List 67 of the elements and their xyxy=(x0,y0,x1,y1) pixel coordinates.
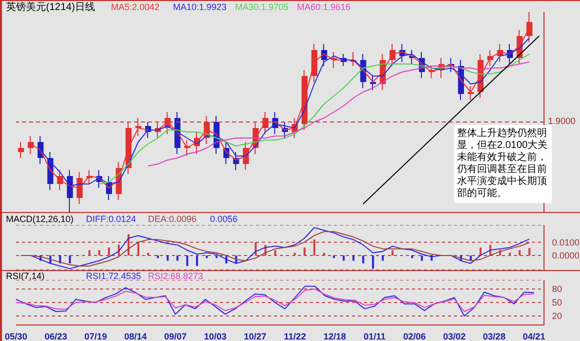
y-tick-label: 50 xyxy=(552,298,562,308)
bar xyxy=(342,255,345,261)
bar xyxy=(88,250,90,256)
bar xyxy=(206,255,208,258)
bar xyxy=(323,252,326,256)
bar xyxy=(196,255,198,266)
x-tick-label: 03/02 xyxy=(443,331,466,341)
x-tick-label: 06/23 xyxy=(44,331,68,341)
y-tick-label: 80 xyxy=(552,284,562,294)
bar xyxy=(480,248,482,256)
chart-title: MACD(12,26,10) xyxy=(6,214,75,224)
bar xyxy=(518,250,521,256)
bar xyxy=(528,248,530,256)
text: MA5:2.0042 xyxy=(111,2,161,12)
x-tick-label: 02/06 xyxy=(403,331,426,341)
bar xyxy=(216,255,218,258)
bar xyxy=(313,240,316,256)
series-label: DEA:0.0096 xyxy=(148,214,198,224)
bar xyxy=(372,255,374,269)
bar xyxy=(254,242,257,256)
x-tick-label: 03/28 xyxy=(482,331,506,341)
y-tick-label: 0.0100 xyxy=(552,237,580,248)
bar xyxy=(108,248,110,256)
chart-title: RSI(7,14) xyxy=(6,270,46,280)
line-series xyxy=(16,286,535,316)
x-tick-label: 05/30 xyxy=(4,331,28,341)
bar xyxy=(508,252,511,256)
text: MA30:1.9705 xyxy=(235,2,290,12)
text: 0.0056 xyxy=(210,214,239,224)
chart-title: 英镑美元(1214)日线 xyxy=(6,0,96,14)
bar xyxy=(274,250,276,256)
line-series xyxy=(16,288,535,312)
bar xyxy=(156,255,159,258)
bar xyxy=(176,255,178,261)
bar xyxy=(147,252,150,256)
x-tick-label: 01/11 xyxy=(364,331,386,341)
series-label: RSI1:72.4535 xyxy=(86,270,142,280)
series-label: DIFF:0.0124 xyxy=(86,214,138,224)
x-tick-label: 10/27 xyxy=(244,331,266,341)
bar xyxy=(186,255,188,266)
x-tick-label: 04/21 xyxy=(522,331,546,341)
series-label: RSI2:68.8273 xyxy=(148,270,204,280)
bar xyxy=(294,252,296,256)
annotation: 整体上升趋势仍然明显，但在2.0100大关未能有效升破之前，仍有回调甚至在目前水平演变成中长期顶部的可能。 xyxy=(454,125,552,203)
bar xyxy=(304,248,306,256)
x-tick-label: 11/22 xyxy=(284,331,306,341)
bar xyxy=(166,255,169,261)
bar xyxy=(392,250,394,256)
y-tick-label: 20 xyxy=(552,311,562,322)
bar xyxy=(98,250,100,256)
x-tick-label: 10/03 xyxy=(204,331,227,341)
text: MA60:1.9616 xyxy=(297,2,352,12)
bar xyxy=(382,255,384,261)
x-tick-label: 07/19 xyxy=(84,331,107,341)
bar xyxy=(362,255,364,264)
x-tick-label: 12/18 xyxy=(324,331,346,341)
text: 1.9000 xyxy=(548,116,576,126)
text: MA10:1.9923 xyxy=(173,2,228,12)
bar xyxy=(420,255,423,261)
bar xyxy=(352,255,354,261)
x-tick-label: 09/07 xyxy=(164,331,187,341)
bar xyxy=(411,255,414,258)
x-tick-label: 08/14 xyxy=(124,331,147,341)
y-tick-label: 0.0000 xyxy=(552,250,580,261)
bar xyxy=(68,255,71,264)
bar xyxy=(332,255,335,258)
bar xyxy=(137,242,140,256)
